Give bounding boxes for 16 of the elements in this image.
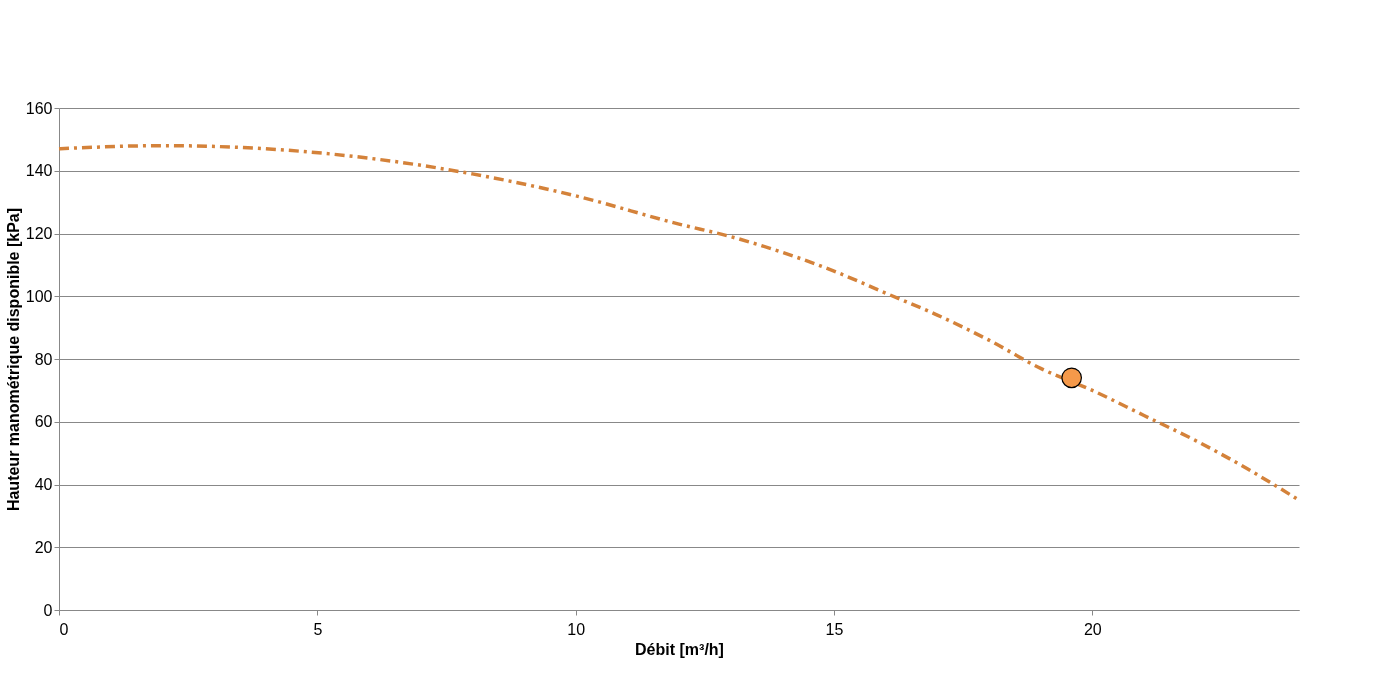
x-tick-label: 5 (313, 620, 323, 638)
y-tick-label: 140 (25, 162, 53, 180)
y-axis-title: Hauteur manométrique disponible [kPa] (4, 207, 22, 512)
y-tick-label: 20 (34, 538, 53, 556)
y-tick-label: 120 (25, 225, 53, 242)
y-tick-label: 80 (34, 350, 53, 368)
y-tick-label: 60 (34, 413, 53, 431)
x-tick-label: 10 (567, 620, 586, 638)
y-tick-label: 100 (25, 287, 53, 305)
x-tick-label: 15 (825, 620, 844, 638)
y-tick-label: 40 (34, 476, 53, 493)
y-tick-label: 0 (43, 601, 53, 619)
y-tick-label: 160 (25, 99, 53, 117)
x-tick-label: 0 (59, 620, 69, 638)
x-axis-title: Débit [m³/h] (635, 640, 724, 658)
x-tick-label: 20 (1083, 620, 1102, 638)
